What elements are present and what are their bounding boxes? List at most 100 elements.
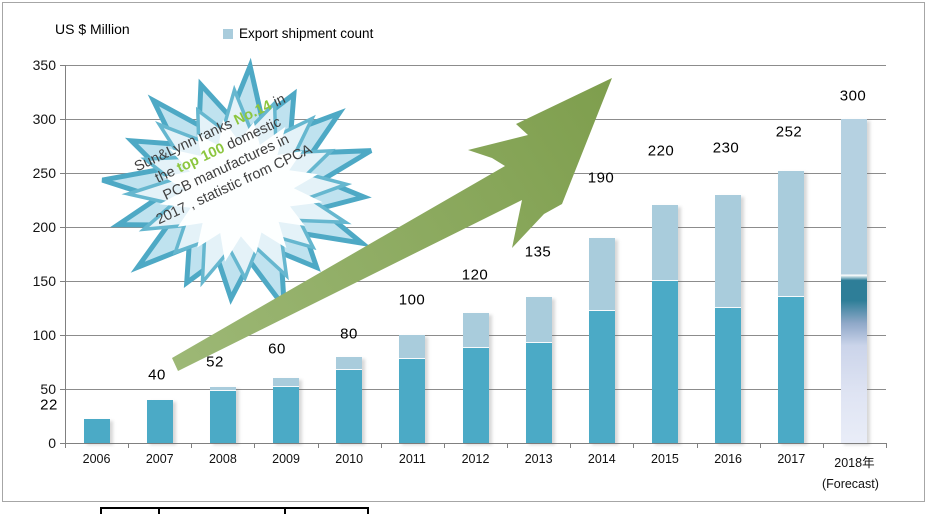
bar-segment-light (336, 356, 363, 370)
x-label-2008: 2008 (208, 452, 237, 466)
x-axis-tick (822, 443, 824, 448)
value-label-2016: 230 (712, 139, 740, 157)
x-label-2016: 2016 (714, 452, 743, 466)
legend: Export shipment count (223, 26, 373, 41)
bar-segment-dark (273, 386, 300, 443)
y-axis-tick (60, 334, 65, 336)
legend-label: Export shipment count (239, 26, 374, 41)
x-label-2018年: 2018年 (834, 456, 875, 470)
bar-2018年 (841, 119, 868, 443)
value-label-2010: 80 (340, 325, 358, 343)
bar-2011 (399, 335, 426, 443)
x-axis-tick (507, 443, 509, 448)
x-axis-tick (191, 443, 193, 448)
bar-segment-light (715, 194, 742, 308)
x-label-2013: 2013 (524, 452, 553, 466)
cropped-table-divider (367, 507, 369, 514)
y-axis-tick (60, 172, 65, 174)
bar-segment-light (778, 170, 805, 298)
bar-segment-dark (778, 297, 805, 443)
bar-2007 (146, 399, 173, 443)
bar-2006 (83, 419, 110, 443)
y-axis-line (65, 65, 66, 443)
bar-2016 (715, 194, 742, 443)
x-label-2012: 2012 (461, 452, 490, 466)
value-label-2009: 60 (268, 340, 286, 358)
bar-segment-light (525, 297, 552, 343)
x-axis-line (65, 443, 886, 444)
cropped-table-top-border (100, 507, 369, 509)
x-label-2017: 2017 (777, 452, 806, 466)
x-axis-tick (254, 443, 256, 448)
cropped-table-divider (158, 507, 160, 514)
bar-2009 (273, 378, 300, 443)
x-label-2007: 2007 (145, 452, 174, 466)
y-axis-tick (60, 388, 65, 390)
x-label-2009: 2009 (272, 452, 300, 466)
bar-segment-dark (462, 347, 489, 443)
x-axis-tick (696, 443, 698, 448)
bar-segment-dark (399, 358, 426, 443)
x-axis-tick (633, 443, 635, 448)
value-label-2007: 40 (148, 366, 166, 384)
bar-segment-dark (525, 342, 552, 443)
bar-2017 (778, 170, 805, 443)
value-label-2017: 252 (775, 123, 803, 141)
x-axis-tick (443, 443, 445, 448)
x-label-2015: 2015 (651, 452, 679, 466)
bar-segment-light (588, 237, 615, 312)
x-axis-tick (128, 443, 130, 448)
value-label-2015: 220 (647, 142, 675, 160)
y-tick-label: 0 (48, 435, 56, 451)
bar-segment-dark (83, 419, 110, 443)
x-label-forecast: (Forecast) (821, 477, 879, 491)
value-label-2018年: 300 (839, 87, 867, 105)
value-label-2014: 190 (587, 169, 615, 187)
y-tick-label: 100 (32, 327, 56, 343)
bar-2010 (336, 356, 363, 443)
bar-segment-dark (209, 391, 236, 443)
y-axis-title: US $ Million (55, 21, 130, 37)
y-axis-tick (60, 64, 65, 66)
bar-segment-light (273, 378, 300, 387)
gridline (65, 226, 886, 228)
y-axis-tick (60, 280, 65, 282)
y-tick-label: 150 (32, 273, 56, 289)
x-axis-tick (380, 443, 382, 448)
cropped-table-divider (100, 507, 102, 514)
bar-segment-dark (146, 399, 173, 443)
y-axis-tick (60, 226, 65, 228)
bar-segment-light (209, 386, 236, 392)
x-label-2014: 2014 (587, 452, 616, 466)
y-tick-label: 250 (32, 165, 56, 181)
gridline (65, 172, 886, 174)
x-label-2011: 2011 (398, 452, 426, 466)
bar-2012 (462, 313, 489, 443)
y-axis-tick (60, 118, 65, 120)
x-axis-tick (317, 443, 319, 448)
value-label-2012: 120 (461, 266, 489, 284)
bar-segment-dark (715, 307, 742, 443)
cropped-table-divider (284, 507, 286, 514)
bar-segment-dark (651, 280, 678, 443)
y-tick-label: 350 (32, 57, 56, 73)
gridline (65, 64, 886, 66)
x-label-2006: 2006 (82, 452, 111, 466)
x-axis-tick (886, 443, 887, 448)
value-label-2006: 22 (40, 396, 58, 414)
bar-2014 (588, 237, 615, 443)
gridline (65, 118, 886, 120)
bar-segment-light (399, 335, 426, 359)
y-axis-tick (60, 442, 65, 444)
bar-segment-light (462, 313, 489, 348)
bar-segment-light (651, 205, 678, 281)
x-axis-tick (759, 443, 761, 448)
value-label-2011: 100 (398, 291, 426, 309)
x-axis-tick (65, 443, 66, 448)
y-tick-label: 50 (40, 381, 56, 397)
y-tick-label: 300 (32, 111, 56, 127)
x-label-2010: 2010 (335, 452, 364, 466)
bar-segment-dark (336, 369, 363, 443)
bar-2015 (651, 205, 678, 443)
